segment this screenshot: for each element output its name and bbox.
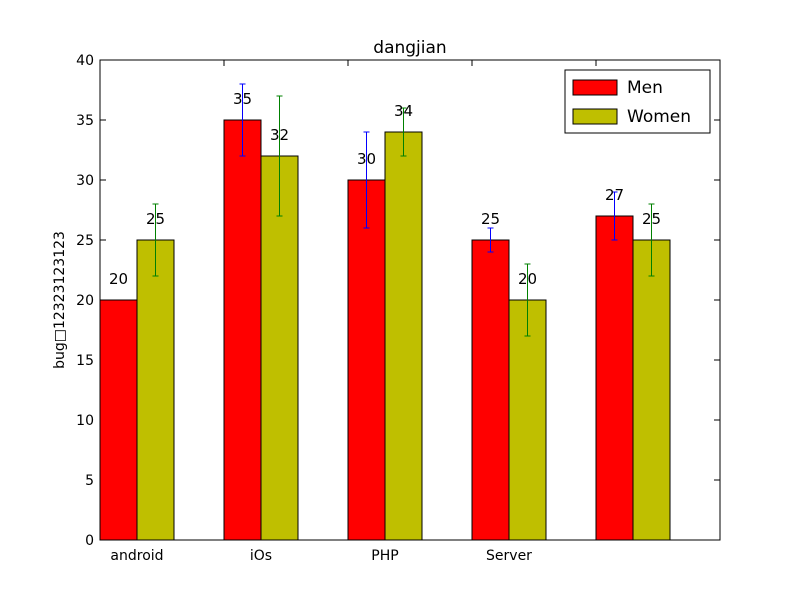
x-tick-label: iOs (250, 548, 272, 564)
y-tick-label: 35 (76, 113, 94, 129)
bar-men (223, 119, 262, 541)
y-tick-label: 20 (76, 293, 94, 309)
value-label: 30 (357, 150, 376, 168)
bar-men (595, 215, 634, 541)
legend-label: Men (627, 78, 663, 98)
y-axis-label: bug□12323123123 (52, 231, 68, 369)
y-tick-label: 25 (76, 233, 94, 249)
bar-women (508, 299, 547, 541)
x-tick-label: PHP (371, 548, 398, 564)
value-label: 35 (233, 90, 252, 108)
legend: Men Women (564, 69, 711, 134)
value-label: 27 (605, 186, 624, 204)
legend-swatch-men (572, 79, 618, 96)
bar-men (347, 179, 386, 541)
bar-women (260, 155, 299, 541)
plot-frame (99, 59, 721, 541)
bar-women (136, 239, 175, 541)
x-tick-label: Server (486, 548, 532, 564)
bar-men (471, 239, 510, 541)
bar-men (99, 299, 138, 541)
value-label: 32 (270, 126, 289, 144)
legend-label: Women (627, 107, 691, 127)
bar-women (632, 239, 671, 541)
y-tick-label: 30 (76, 173, 94, 189)
value-label: 20 (518, 270, 537, 288)
value-label: 34 (394, 102, 413, 120)
y-tick-label: 10 (76, 413, 94, 429)
value-label: 25 (146, 210, 165, 228)
legend-swatch-women (572, 108, 618, 125)
value-label: 20 (109, 270, 128, 288)
plot-area: 0 5 10 15 20 25 30 35 40 20 25 android 35 32 iOs 30 34 PH… (76, 53, 720, 564)
y-tick-label: 40 (76, 53, 94, 69)
value-label: 25 (642, 210, 661, 228)
x-tick-label: android (110, 548, 163, 564)
bar-women (384, 131, 423, 541)
value-label: 25 (481, 210, 500, 228)
y-tick-label: 0 (85, 533, 94, 549)
y-tick-label: 15 (76, 353, 94, 369)
chart-title: dangjian (373, 38, 446, 58)
y-tick-label: 5 (85, 473, 94, 489)
